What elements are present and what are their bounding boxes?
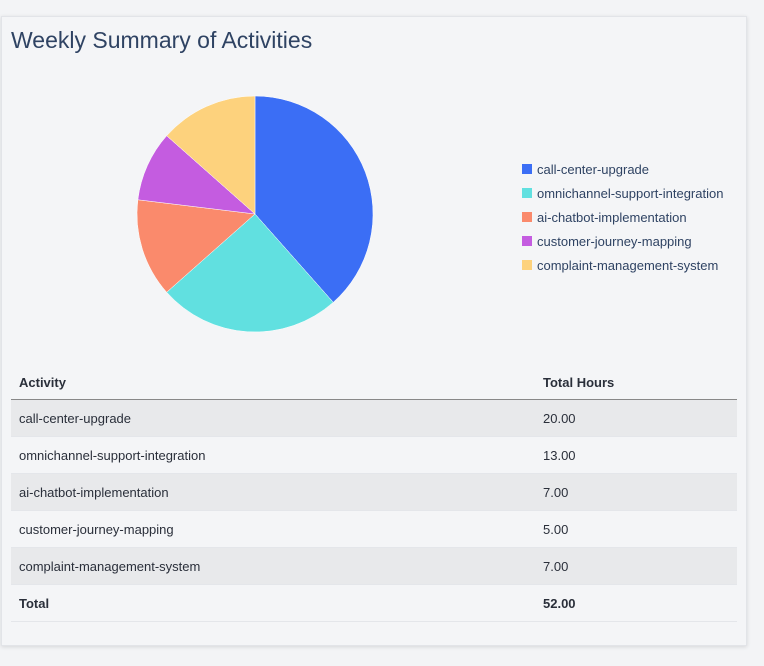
legend-swatch xyxy=(522,188,532,198)
legend-label: call-center-upgrade xyxy=(537,161,650,177)
pie-slice-complaint-management-system[interactable] xyxy=(166,95,256,215)
table-row: customer-journey-mapping 5.00 xyxy=(11,510,737,548)
legend-swatch xyxy=(522,164,532,174)
total-value: 52.00 xyxy=(535,584,737,622)
page-title: Weekly Summary of Activities xyxy=(11,27,313,53)
total-row: Total 52.00 xyxy=(11,584,737,622)
legend-label: complaint-management-system xyxy=(537,257,719,273)
column-header-hours: Total Hours xyxy=(535,365,737,400)
pie-slice-omnichannel-support-integration[interactable] xyxy=(166,213,334,333)
legend: call-center-upgrade omnichannel-support-… xyxy=(522,157,723,277)
cell-activity: ai-chatbot-implementation xyxy=(11,473,535,511)
pie-slice-ai-chatbot-implementation[interactable] xyxy=(136,199,256,293)
table-row: call-center-upgrade 20.00 xyxy=(11,399,737,437)
cell-hours: 20.00 xyxy=(535,399,737,437)
legend-swatch xyxy=(522,236,532,246)
table-row: complaint-management-system 7.00 xyxy=(11,547,737,585)
legend-item[interactable]: omnichannel-support-integration xyxy=(522,181,723,205)
cell-activity: complaint-management-system xyxy=(11,547,535,585)
cell-activity: call-center-upgrade xyxy=(11,399,535,437)
cell-hours: 7.00 xyxy=(535,473,737,511)
total-label: Total xyxy=(11,584,535,622)
cell-hours: 7.00 xyxy=(535,547,737,585)
cell-hours: 13.00 xyxy=(535,436,737,474)
legend-item[interactable]: customer-journey-mapping xyxy=(522,229,723,253)
column-header-activity: Activity xyxy=(11,365,535,400)
legend-swatch xyxy=(522,260,532,270)
cell-hours: 5.00 xyxy=(535,510,737,548)
legend-label: customer-journey-mapping xyxy=(537,233,692,249)
legend-label: omnichannel-support-integration xyxy=(537,185,724,201)
pie-slice-call-center-upgrade[interactable] xyxy=(254,95,374,303)
legend-item[interactable]: ai-chatbot-implementation xyxy=(522,205,723,229)
cell-activity: customer-journey-mapping xyxy=(11,510,535,548)
table-header: Activity Total Hours xyxy=(11,365,737,400)
table-row: omnichannel-support-integration 13.00 xyxy=(11,436,737,474)
hours-table: Activity Total Hours call-center-upgrade 2… xyxy=(11,365,737,622)
pie-chart xyxy=(136,95,374,333)
legend-item[interactable]: complaint-management-system xyxy=(522,253,723,277)
table-row: ai-chatbot-implementation 7.00 xyxy=(11,473,737,511)
legend-item[interactable]: call-center-upgrade xyxy=(522,157,723,181)
cell-activity: omnichannel-support-integration xyxy=(11,436,535,474)
summary-card: Weekly Summary of Activities call-center… xyxy=(1,16,747,646)
legend-swatch xyxy=(522,212,532,222)
legend-label: ai-chatbot-implementation xyxy=(537,209,687,225)
